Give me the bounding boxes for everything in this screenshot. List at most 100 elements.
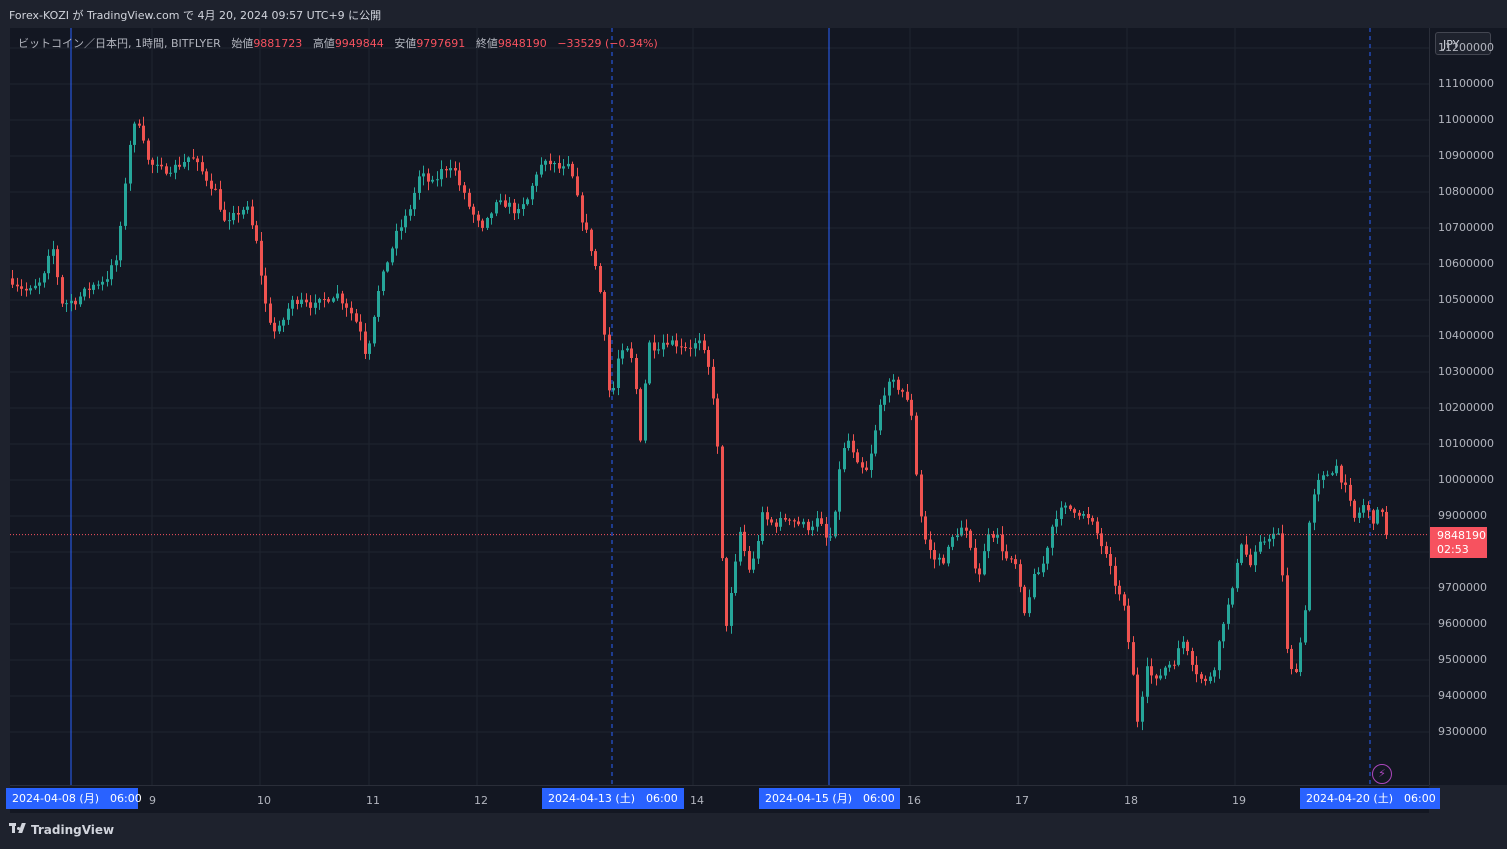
candle-body [1087,514,1090,519]
candle-body [1078,512,1081,516]
price-axis[interactable]: JPY 11200000 11100000 11000000 10900000 1080… [1429,28,1507,785]
candle-body [1010,558,1013,560]
candle-body [553,162,556,165]
candle-body [20,286,23,289]
candle-body [1299,642,1302,673]
candle-body [196,158,199,163]
tradingview-logo[interactable]: TradingView [9,823,114,837]
candle-body [1195,664,1198,675]
candle-body [910,399,913,416]
candle-body [382,271,385,291]
candle-body [608,334,611,391]
candle-body [106,279,109,282]
chart-pane[interactable]: ビットコイン／日本円, 1時間, BITFLYER 始値9881723 高値99… [10,28,1429,785]
price-tick-label: 9900000 [1438,509,1487,522]
candle-body [585,222,588,230]
symbol-name: ビットコイン／日本円, 1時間, BITFLYER [18,37,221,50]
candle-body [965,527,968,531]
candlestick-chart[interactable] [10,28,1429,785]
candle-body [621,350,624,359]
lightning-icon[interactable]: ⚡ [1372,764,1392,784]
candle-body [269,303,272,323]
candle-body [477,214,480,221]
candle-body [888,381,891,396]
candle-body [1376,509,1379,524]
candle-body [825,523,828,538]
candle-body [947,546,950,564]
candle-body [712,366,715,399]
candle-body [1317,479,1320,495]
candle-body [761,512,764,541]
candle-body [1268,538,1271,542]
highlighted-time-label: 2024-04-13 (土) 06:00 [542,788,684,809]
candle-body [368,343,371,354]
candle-body [481,220,484,228]
footer: TradingView [0,813,1507,849]
candle-body [1353,500,1356,518]
time-axis[interactable]: 9 10 11 12 14 16 17 18 19 2024-04-08 (月) 06:00 202… [6,785,1440,814]
candle-body [644,383,647,441]
low-label: 安値 [394,37,417,50]
candle-body [43,273,46,283]
candle-body [567,163,570,167]
price-tick-label: 9300000 [1438,725,1487,738]
candle-body [892,379,895,382]
candle-body [703,340,706,351]
candle-body [1105,546,1108,554]
candle-body [74,300,77,305]
candle-body [730,593,733,626]
candle-body [1096,521,1099,534]
candle-body [513,202,516,214]
candle-body [427,173,430,182]
candle-body [445,169,448,171]
candle-body [174,164,177,173]
candle-body [617,358,620,388]
candle-body [472,206,475,215]
price-tick-label: 11000000 [1438,113,1494,126]
candle-body [784,517,787,520]
open-value: 9881723 [253,37,303,50]
candle-body [38,282,41,286]
time-tick-label: 17 [1015,794,1029,807]
candle-body [1005,551,1008,559]
candle-body [1313,494,1316,523]
price-tick-label: 9400000 [1438,689,1487,702]
candle-body [251,206,254,226]
candle-body [843,448,846,470]
candle-body [187,157,190,162]
candle-body [739,531,742,562]
candle-body [291,299,294,309]
candle-body [983,551,986,575]
candle-body [1046,547,1049,564]
candle-body [1182,641,1185,649]
candle-body [1100,533,1103,547]
candle-body [495,202,498,214]
candle-body [165,166,168,174]
published-header: Forex-KOZI が TradingView.com で 4月 20, 20… [0,0,1507,28]
candle-body [974,547,977,569]
candle-body [1295,669,1298,673]
candle-body [278,325,281,332]
currency-button[interactable]: JPY [1435,32,1491,55]
high-label: 高値 [312,37,335,50]
candle-body [531,185,534,200]
candle-body [942,557,945,564]
candle-body [951,537,954,547]
candle-body [698,340,701,344]
change-value: −33529 (−0.34%) [557,37,658,50]
candle-body [820,518,823,524]
candle-body [1146,666,1149,697]
candle-body [1385,511,1388,535]
candle-body [1028,597,1031,614]
candle-body [1132,642,1135,675]
price-tick-label: 10100000 [1438,437,1494,450]
candle-body [332,298,335,302]
candle-body [386,262,389,272]
highlighted-time-label: 2024-04-15 (月) 06:00 [759,788,900,809]
candle-body [933,550,936,560]
candle-body [70,300,73,304]
candle-body [400,227,403,231]
candle-body [694,343,697,349]
candle-body [119,225,122,261]
candle-body [79,296,82,305]
